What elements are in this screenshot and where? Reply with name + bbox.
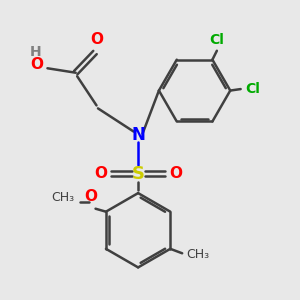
Text: Cl: Cl bbox=[245, 82, 260, 96]
Text: O: O bbox=[85, 189, 98, 204]
Text: S: S bbox=[132, 165, 145, 183]
Text: Cl: Cl bbox=[209, 33, 224, 47]
Text: O: O bbox=[90, 32, 103, 47]
Text: N: N bbox=[131, 126, 145, 144]
Text: CH₃: CH₃ bbox=[187, 248, 210, 261]
Text: O: O bbox=[94, 166, 107, 181]
Text: H: H bbox=[30, 45, 41, 59]
Text: O: O bbox=[169, 166, 182, 181]
Text: CH₃: CH₃ bbox=[52, 191, 75, 204]
Text: O: O bbox=[30, 57, 43, 72]
